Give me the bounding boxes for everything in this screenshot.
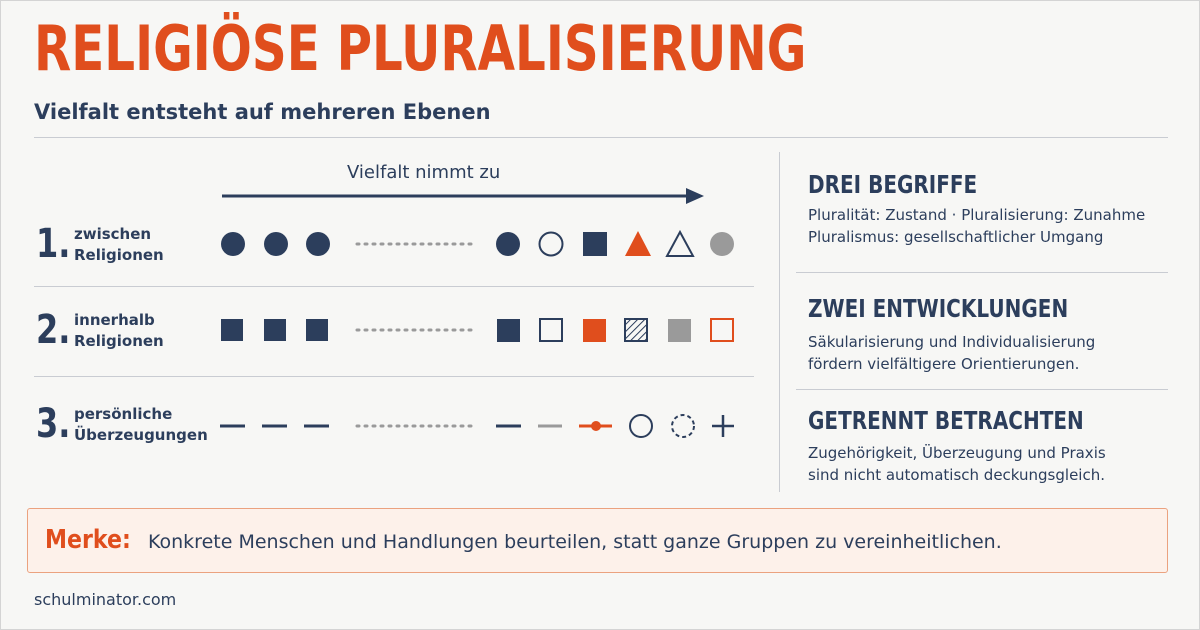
outline-square-icon bbox=[539, 318, 563, 342]
hatched-square-icon bbox=[624, 318, 648, 342]
row-3-shapes bbox=[220, 414, 734, 438]
section-separate-line2: sind nicht automatisch deckungsgleich. bbox=[808, 466, 1105, 484]
row-label-3-line2: Überzeugungen bbox=[74, 426, 208, 444]
row-number-2: 2. bbox=[36, 307, 71, 353]
row-number-3: 3. bbox=[36, 401, 71, 447]
row-1-shapes bbox=[221, 229, 734, 257]
section-developments-line2: fördern vielfältigere Orientierungen. bbox=[808, 355, 1080, 373]
orange-triangle-icon bbox=[625, 231, 651, 256]
orange-outline-square-icon bbox=[710, 318, 734, 342]
filled-square-icon bbox=[306, 319, 328, 341]
axis-label: Vielfalt nimmt zu bbox=[347, 162, 501, 183]
row-label-2-line2: Religionen bbox=[74, 332, 164, 350]
row-divider-2 bbox=[34, 376, 754, 377]
footer-source: schulminator.com bbox=[34, 590, 177, 609]
row-label-1-line2: Religionen bbox=[74, 246, 164, 264]
note-label: Merke: bbox=[45, 525, 131, 555]
row-number-1: 1. bbox=[36, 221, 71, 267]
row-label-1: zwischen Religionen bbox=[74, 224, 164, 266]
section-heading-separate: GETRENNT BETRACHTEN bbox=[808, 406, 1084, 435]
filled-circle-icon bbox=[306, 232, 330, 256]
column-divider bbox=[779, 152, 780, 492]
filled-circle-icon bbox=[264, 232, 288, 256]
section-divider-1 bbox=[796, 272, 1168, 273]
header-divider bbox=[34, 137, 1168, 138]
row-label-2: innerhalb Religionen bbox=[74, 310, 164, 352]
section-terms-line2: Pluralismus: gesellschaftlicher Umgang bbox=[808, 228, 1104, 246]
filled-square-icon bbox=[264, 319, 286, 341]
filled-circle-icon bbox=[221, 232, 245, 256]
filled-square-icon bbox=[583, 232, 607, 256]
gray-circle-icon bbox=[710, 232, 734, 256]
gray-square-icon bbox=[668, 319, 691, 342]
row-label-3: persönliche Überzeugungen bbox=[74, 404, 208, 446]
page-subtitle: Vielfalt entsteht auf mehreren Ebenen bbox=[34, 100, 491, 124]
diversity-arrow bbox=[222, 188, 704, 204]
outline-circle-icon bbox=[629, 414, 653, 438]
section-separate-line1: Zugehörigkeit, Überzeugung und Praxis bbox=[808, 444, 1106, 462]
row-divider-1 bbox=[34, 286, 754, 287]
filled-square-icon bbox=[497, 319, 520, 342]
section-text-terms: Pluralität: Zustand · Pluralisierung: Zu… bbox=[808, 204, 1145, 248]
outline-circle-icon bbox=[538, 231, 564, 257]
row-label-1-line1: zwischen bbox=[74, 225, 152, 243]
section-developments-line1: Säkularisierung und Individualisierung bbox=[808, 333, 1096, 351]
section-heading-developments: ZWEI ENTWICKLUNGEN bbox=[808, 294, 1069, 323]
row-label-3-line1: persönliche bbox=[74, 405, 173, 423]
filled-circle-icon bbox=[496, 232, 520, 256]
row-2-shapes bbox=[221, 318, 734, 342]
dashed-circle-icon bbox=[671, 414, 695, 438]
filled-square-icon bbox=[221, 319, 243, 341]
outline-triangle-icon bbox=[665, 229, 695, 257]
orange-square-icon bbox=[583, 319, 606, 342]
section-divider-2 bbox=[796, 389, 1168, 390]
section-heading-terms: DREI BEGRIFFE bbox=[808, 170, 978, 199]
note-text: Konkrete Menschen und Handlungen beurtei… bbox=[148, 531, 1002, 553]
orange-dot-icon bbox=[591, 421, 601, 431]
row-label-2-line1: innerhalb bbox=[74, 311, 155, 329]
section-terms-line1: Pluralität: Zustand · Pluralisierung: Zu… bbox=[808, 206, 1146, 224]
page-title: RELIGIÖSE PLURALISIERUNG bbox=[34, 12, 807, 85]
section-text-developments: Säkularisierung und Individualisierung f… bbox=[808, 331, 1095, 375]
note-box: Merke: Konkrete Menschen und Handlungen … bbox=[27, 508, 1168, 573]
section-text-separate: Zugehörigkeit, Überzeugung und Praxis si… bbox=[808, 442, 1106, 486]
